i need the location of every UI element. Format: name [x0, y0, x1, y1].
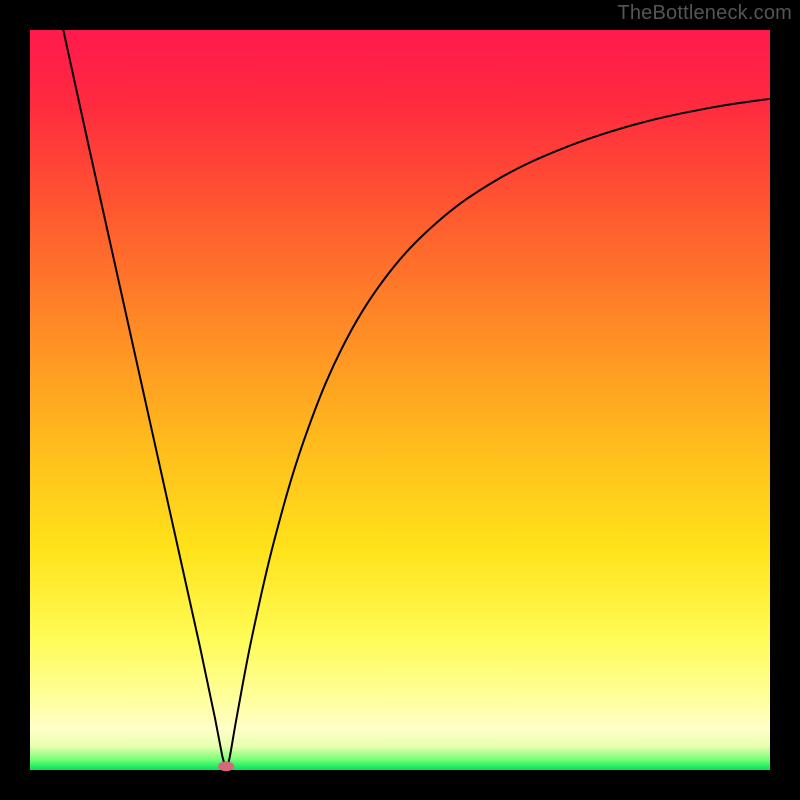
chart-container: TheBottleneck.com: [0, 0, 800, 800]
min-point-marker: [218, 761, 234, 771]
watermark-label: TheBottleneck.com: [617, 2, 792, 25]
chart-background-gradient: [30, 30, 770, 770]
bottleneck-chart: [0, 0, 800, 800]
